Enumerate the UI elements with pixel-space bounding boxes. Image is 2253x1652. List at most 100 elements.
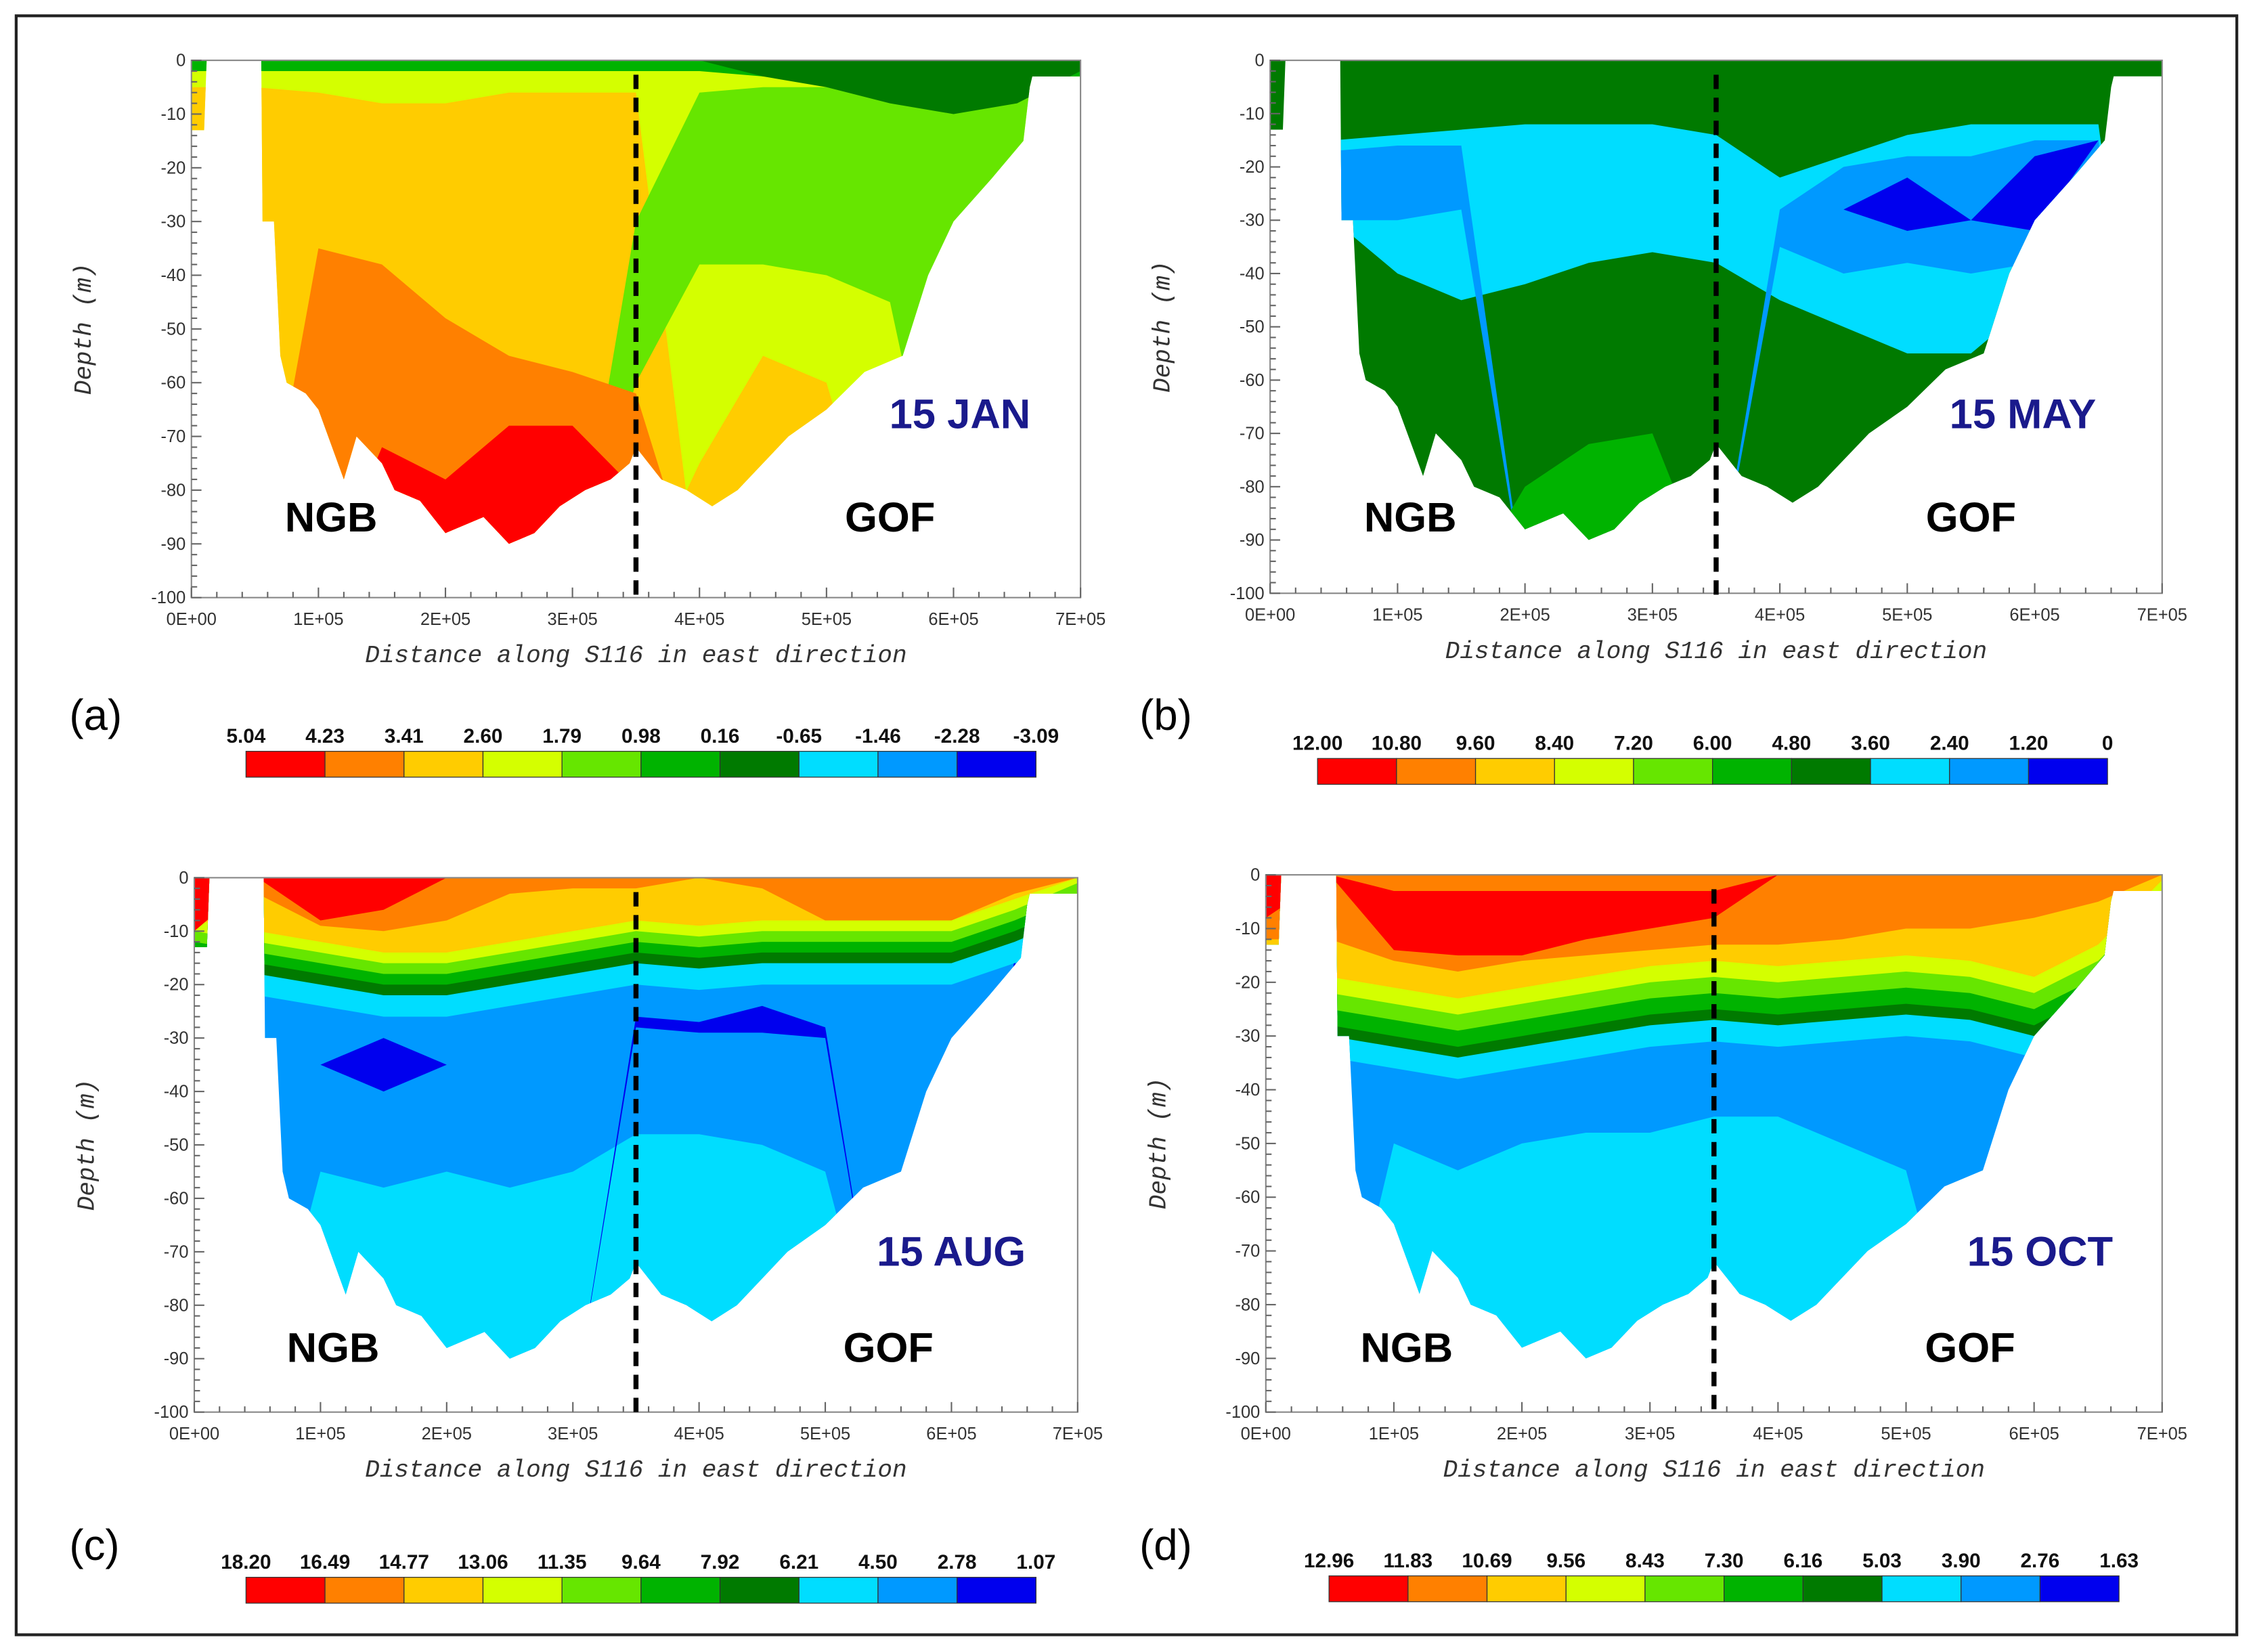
y-tick-label: -30 bbox=[164, 1029, 189, 1048]
x-tick-label: 6E+05 bbox=[928, 610, 978, 629]
colorbar-label: 9.60 bbox=[1456, 733, 1495, 755]
y-tick-label: -70 bbox=[1240, 425, 1265, 443]
x-tick-label: 0E+00 bbox=[1245, 606, 1295, 625]
x-tick-label: 7E+05 bbox=[1053, 1425, 1103, 1443]
y-tick-label: 0 bbox=[1250, 866, 1260, 885]
colorbar-swatch bbox=[1961, 1575, 2041, 1603]
colorbar-label: 9.56 bbox=[1546, 1550, 1585, 1572]
y-tick-label: -60 bbox=[164, 1189, 189, 1208]
colorbar-label: 2.40 bbox=[1930, 733, 1969, 755]
region-label-west: NGB bbox=[287, 1324, 380, 1371]
colorbar-label: -2.28 bbox=[934, 725, 980, 747]
colorbar-label: -3.09 bbox=[1013, 725, 1059, 747]
y-tick-label: -100 bbox=[154, 1403, 189, 1422]
region-label-west: NGB bbox=[285, 494, 378, 541]
colorbar-label: 1.63 bbox=[2099, 1550, 2139, 1572]
y-tick-label: -50 bbox=[1235, 1134, 1261, 1153]
y-tick-label: -30 bbox=[160, 213, 185, 232]
region-label-east: GOF bbox=[1926, 494, 2016, 541]
contour-band bbox=[1270, 140, 2162, 540]
panel-c: 0 -10 -20 -30 -40 -50 -60 -70 -80 -90 -100 0E+00 1E+… bbox=[69, 869, 1103, 1604]
x-tick-label: 2E+05 bbox=[1497, 1425, 1547, 1443]
colorbar-label: 4.50 bbox=[858, 1551, 898, 1573]
y-tick-label: 0 bbox=[1255, 51, 1265, 70]
x-tick-label: 0E+00 bbox=[1241, 1425, 1291, 1443]
date-label: 15 OCT bbox=[1967, 1228, 2113, 1275]
colorbar-swatch bbox=[877, 751, 958, 778]
x-tick-label: 1E+05 bbox=[293, 610, 343, 629]
panel-label: (d) bbox=[1139, 1521, 1192, 1569]
colorbar-label: 18.20 bbox=[221, 1551, 271, 1573]
colorbar-swatch bbox=[1474, 758, 1555, 785]
y-tick-label: -80 bbox=[160, 481, 185, 500]
y-tick-label: -40 bbox=[1235, 1081, 1261, 1100]
y-tick-label: -100 bbox=[1230, 584, 1265, 603]
colorbar-label: 11.83 bbox=[1384, 1550, 1433, 1572]
colorbar-label: 4.80 bbox=[1772, 733, 1811, 755]
colorbar-label: 7.20 bbox=[1614, 733, 1653, 755]
y-tick-label: -40 bbox=[164, 1083, 189, 1102]
x-tick-label: 5E+05 bbox=[1881, 1425, 1931, 1443]
y-tick-label: -70 bbox=[160, 427, 185, 446]
colorbar-swatch bbox=[403, 751, 484, 778]
colorbar-label: 13.06 bbox=[458, 1551, 508, 1573]
colorbar-label: 1.79 bbox=[542, 725, 582, 747]
y-axis-label: Depth (m) bbox=[70, 263, 98, 395]
colorbar-swatch bbox=[245, 751, 326, 778]
region-label-west: NGB bbox=[1364, 494, 1457, 541]
x-tick-label: 4E+05 bbox=[1753, 1425, 1803, 1443]
y-tick-label: -70 bbox=[1235, 1242, 1261, 1261]
colorbar-label: 12.96 bbox=[1304, 1550, 1354, 1572]
region-label-east: GOF bbox=[1925, 1324, 2015, 1371]
y-tick-label: -40 bbox=[160, 266, 185, 285]
colorbar-swatch bbox=[798, 751, 879, 778]
colorbar-label: 0.98 bbox=[621, 725, 661, 747]
colorbar-label: 4.23 bbox=[305, 725, 345, 747]
y-tick-label: -90 bbox=[160, 535, 185, 554]
x-axis-label: Distance along S116 in east direction bbox=[365, 642, 906, 670]
x-tick-label: 7E+05 bbox=[2137, 606, 2187, 625]
colorbar-label: 14.77 bbox=[379, 1551, 429, 1573]
x-tick-label: 5E+05 bbox=[1882, 606, 1932, 625]
colorbar-label: 2.60 bbox=[464, 725, 503, 747]
y-tick-label: -60 bbox=[160, 374, 185, 393]
x-tick-label: 4E+05 bbox=[674, 610, 724, 629]
colorbar-swatch bbox=[482, 751, 563, 778]
y-tick-label: -20 bbox=[1235, 973, 1261, 992]
colorbar-label: 10.69 bbox=[1462, 1550, 1512, 1572]
colorbar-swatch bbox=[719, 751, 800, 778]
y-tick-label: -10 bbox=[1235, 919, 1261, 938]
x-tick-label: 1E+05 bbox=[295, 1425, 345, 1443]
colorbar-label: 6.21 bbox=[779, 1551, 818, 1573]
date-label: 15 JAN bbox=[890, 391, 1031, 437]
colorbar-swatch bbox=[2028, 758, 2108, 785]
colorbar-label: 3.41 bbox=[385, 725, 424, 747]
colorbar-swatch bbox=[324, 751, 405, 778]
y-tick-label: -40 bbox=[1240, 264, 1265, 283]
y-tick-label: -10 bbox=[164, 922, 189, 941]
panel-label: (b) bbox=[1139, 691, 1192, 739]
colorbar-swatch bbox=[324, 1577, 405, 1604]
x-tick-label: 0E+00 bbox=[167, 610, 217, 629]
colorbar-label: 1.20 bbox=[2009, 733, 2049, 755]
colorbar-swatch bbox=[1644, 1575, 1725, 1603]
colorbar-label: 6.00 bbox=[1693, 733, 1732, 755]
colorbar-label: 16.49 bbox=[300, 1551, 350, 1573]
x-tick-label: 2E+05 bbox=[420, 610, 471, 629]
x-tick-label: 6E+05 bbox=[926, 1425, 976, 1443]
y-tick-label: -50 bbox=[160, 320, 185, 339]
y-tick-label: -80 bbox=[1240, 477, 1265, 496]
panel-label: (a) bbox=[69, 691, 122, 739]
contour-band bbox=[194, 877, 1078, 932]
colorbar-swatch bbox=[2039, 1575, 2120, 1603]
y-tick-label: -90 bbox=[164, 1349, 189, 1368]
colorbar-swatch bbox=[1317, 758, 1397, 785]
x-tick-label: 1E+05 bbox=[1372, 606, 1422, 625]
colorbar-label: 9.64 bbox=[621, 1551, 661, 1573]
y-tick-label: -10 bbox=[1240, 104, 1265, 123]
colorbar-swatch bbox=[877, 1577, 958, 1604]
panel-label: (c) bbox=[69, 1521, 119, 1569]
contour-band bbox=[1270, 146, 2162, 540]
region-label-east: GOF bbox=[844, 1324, 934, 1371]
